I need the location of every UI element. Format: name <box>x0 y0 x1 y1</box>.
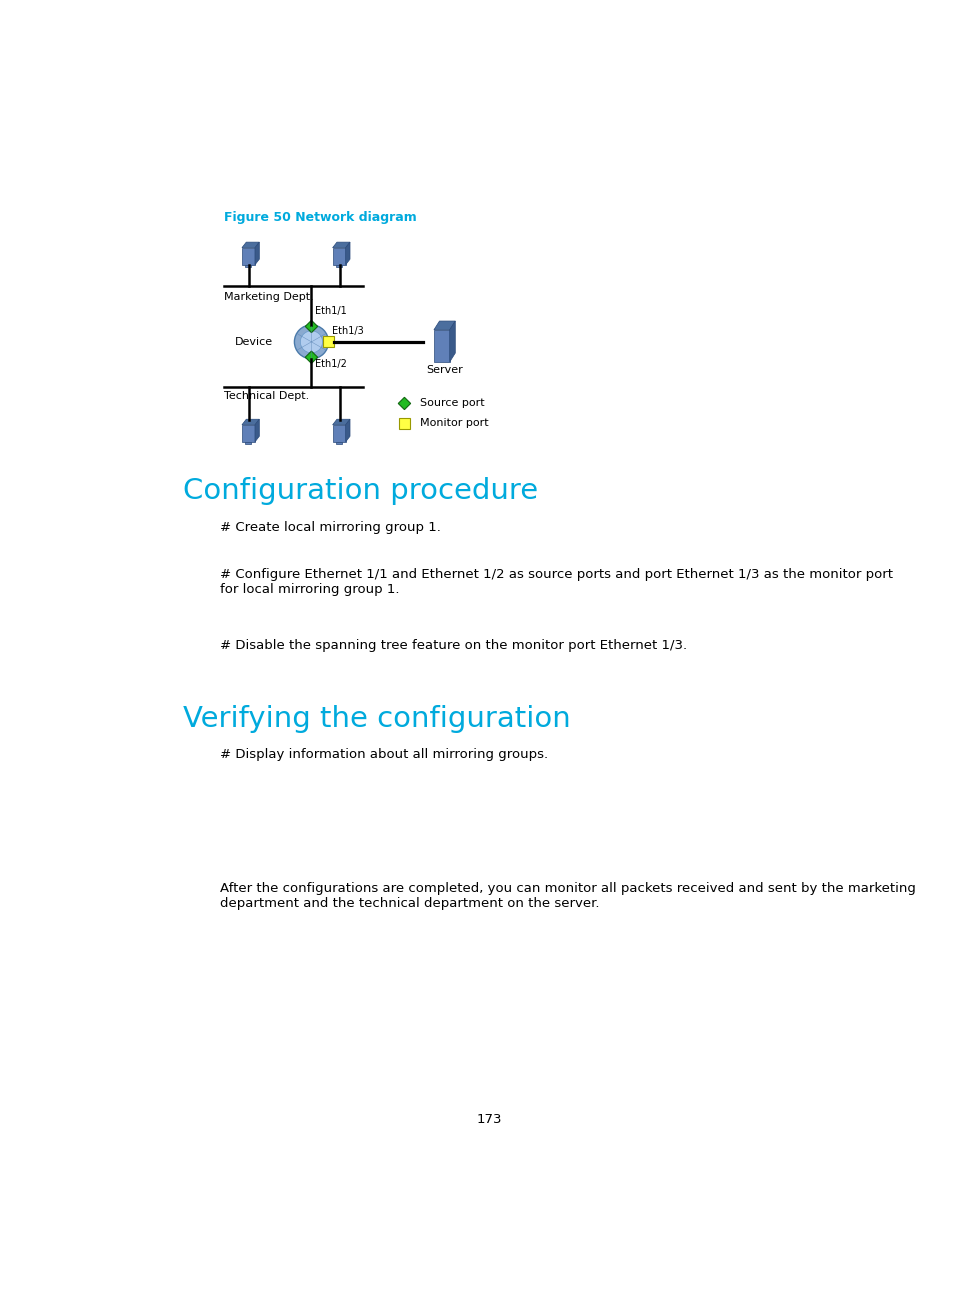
Polygon shape <box>335 264 342 267</box>
Text: # Configure Ethernet 1/1 and Ethernet 1/2 as source ports and port Ethernet 1/3 : # Configure Ethernet 1/1 and Ethernet 1/… <box>220 568 892 596</box>
Text: Monitor port: Monitor port <box>419 419 488 429</box>
Text: Configuration procedure: Configuration procedure <box>183 477 537 505</box>
Polygon shape <box>333 419 350 425</box>
Polygon shape <box>242 419 259 425</box>
Polygon shape <box>345 419 350 442</box>
Text: Eth1/1: Eth1/1 <box>315 306 347 316</box>
Text: # Create local mirroring group 1.: # Create local mirroring group 1. <box>220 521 440 534</box>
Text: # Display information about all mirroring groups.: # Display information about all mirrorin… <box>220 748 548 761</box>
Polygon shape <box>254 419 259 442</box>
Text: Server: Server <box>426 365 462 375</box>
Polygon shape <box>305 320 317 333</box>
Text: Device: Device <box>234 337 273 347</box>
Circle shape <box>300 330 322 353</box>
Text: Marketing Dept.: Marketing Dept. <box>224 292 314 302</box>
Text: Figure 50 Network diagram: Figure 50 Network diagram <box>224 211 416 224</box>
Circle shape <box>294 325 328 359</box>
Polygon shape <box>305 351 317 363</box>
Polygon shape <box>245 264 252 267</box>
Polygon shape <box>398 419 410 429</box>
Text: Technical Dept.: Technical Dept. <box>224 391 309 402</box>
Polygon shape <box>242 242 259 248</box>
Text: Eth1/2: Eth1/2 <box>315 359 347 369</box>
Polygon shape <box>397 398 410 410</box>
Text: Verifying the configuration: Verifying the configuration <box>183 705 570 732</box>
Text: Eth1/3: Eth1/3 <box>332 325 364 336</box>
Polygon shape <box>333 242 350 248</box>
Text: 173: 173 <box>476 1113 501 1126</box>
Polygon shape <box>242 248 254 264</box>
Polygon shape <box>254 242 259 264</box>
Polygon shape <box>449 321 455 362</box>
Text: Source port: Source port <box>419 398 484 408</box>
Polygon shape <box>333 248 345 264</box>
Polygon shape <box>245 442 252 445</box>
Text: # Disable the spanning tree feature on the monitor port Ethernet 1/3.: # Disable the spanning tree feature on t… <box>220 639 686 652</box>
Polygon shape <box>434 330 449 362</box>
Text: After the configurations are completed, you can monitor all packets received and: After the configurations are completed, … <box>220 881 915 910</box>
Polygon shape <box>345 242 350 264</box>
Polygon shape <box>242 425 254 442</box>
Polygon shape <box>335 442 342 445</box>
Polygon shape <box>323 337 334 347</box>
Polygon shape <box>333 425 345 442</box>
Polygon shape <box>434 321 455 330</box>
